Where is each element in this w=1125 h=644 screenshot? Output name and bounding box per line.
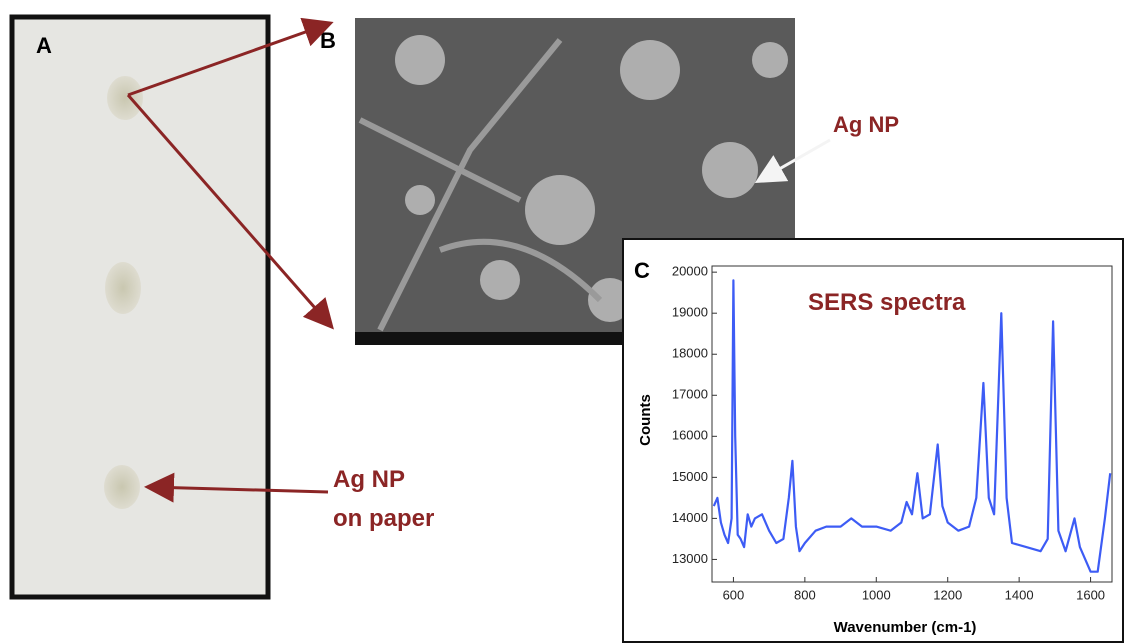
y-axis-label: Counts bbox=[637, 394, 654, 446]
x-tick-label: 600 bbox=[723, 587, 745, 602]
spot bbox=[105, 262, 141, 314]
panel-label: A bbox=[36, 33, 52, 58]
x-axis-label: Wavenumber (cm-1) bbox=[834, 619, 977, 636]
y-tick-label: 15000 bbox=[672, 469, 708, 484]
x-tick-label: 1400 bbox=[1005, 587, 1034, 602]
x-tick-label: 800 bbox=[794, 587, 816, 602]
y-tick-label: 13000 bbox=[672, 551, 708, 566]
x-tick-label: 1000 bbox=[862, 587, 891, 602]
x-tick-label: 1200 bbox=[933, 587, 962, 602]
annotation: Ag NP bbox=[833, 112, 899, 137]
figure: A B Ag NP Ag NP on paper C SERS spectra … bbox=[0, 0, 1125, 644]
panel-label: B bbox=[320, 28, 336, 53]
y-tick-label: 17000 bbox=[672, 387, 708, 402]
y-tick-label: 14000 bbox=[672, 510, 708, 525]
page: A B Ag NP Ag NP on paper C SERS spectra … bbox=[0, 0, 1125, 644]
y-tick-label: 19000 bbox=[672, 305, 708, 320]
x-tick-label: 1600 bbox=[1076, 587, 1105, 602]
panel-label: C bbox=[634, 258, 650, 283]
caption: on paper bbox=[333, 505, 434, 532]
spot bbox=[107, 76, 143, 120]
annotation: SERS spectra bbox=[808, 289, 966, 316]
y-tick-label: 16000 bbox=[672, 428, 708, 443]
y-tick-label: 20000 bbox=[672, 264, 708, 279]
caption: Ag NP bbox=[333, 466, 405, 493]
y-tick-label: 18000 bbox=[672, 346, 708, 361]
spot bbox=[104, 465, 140, 509]
